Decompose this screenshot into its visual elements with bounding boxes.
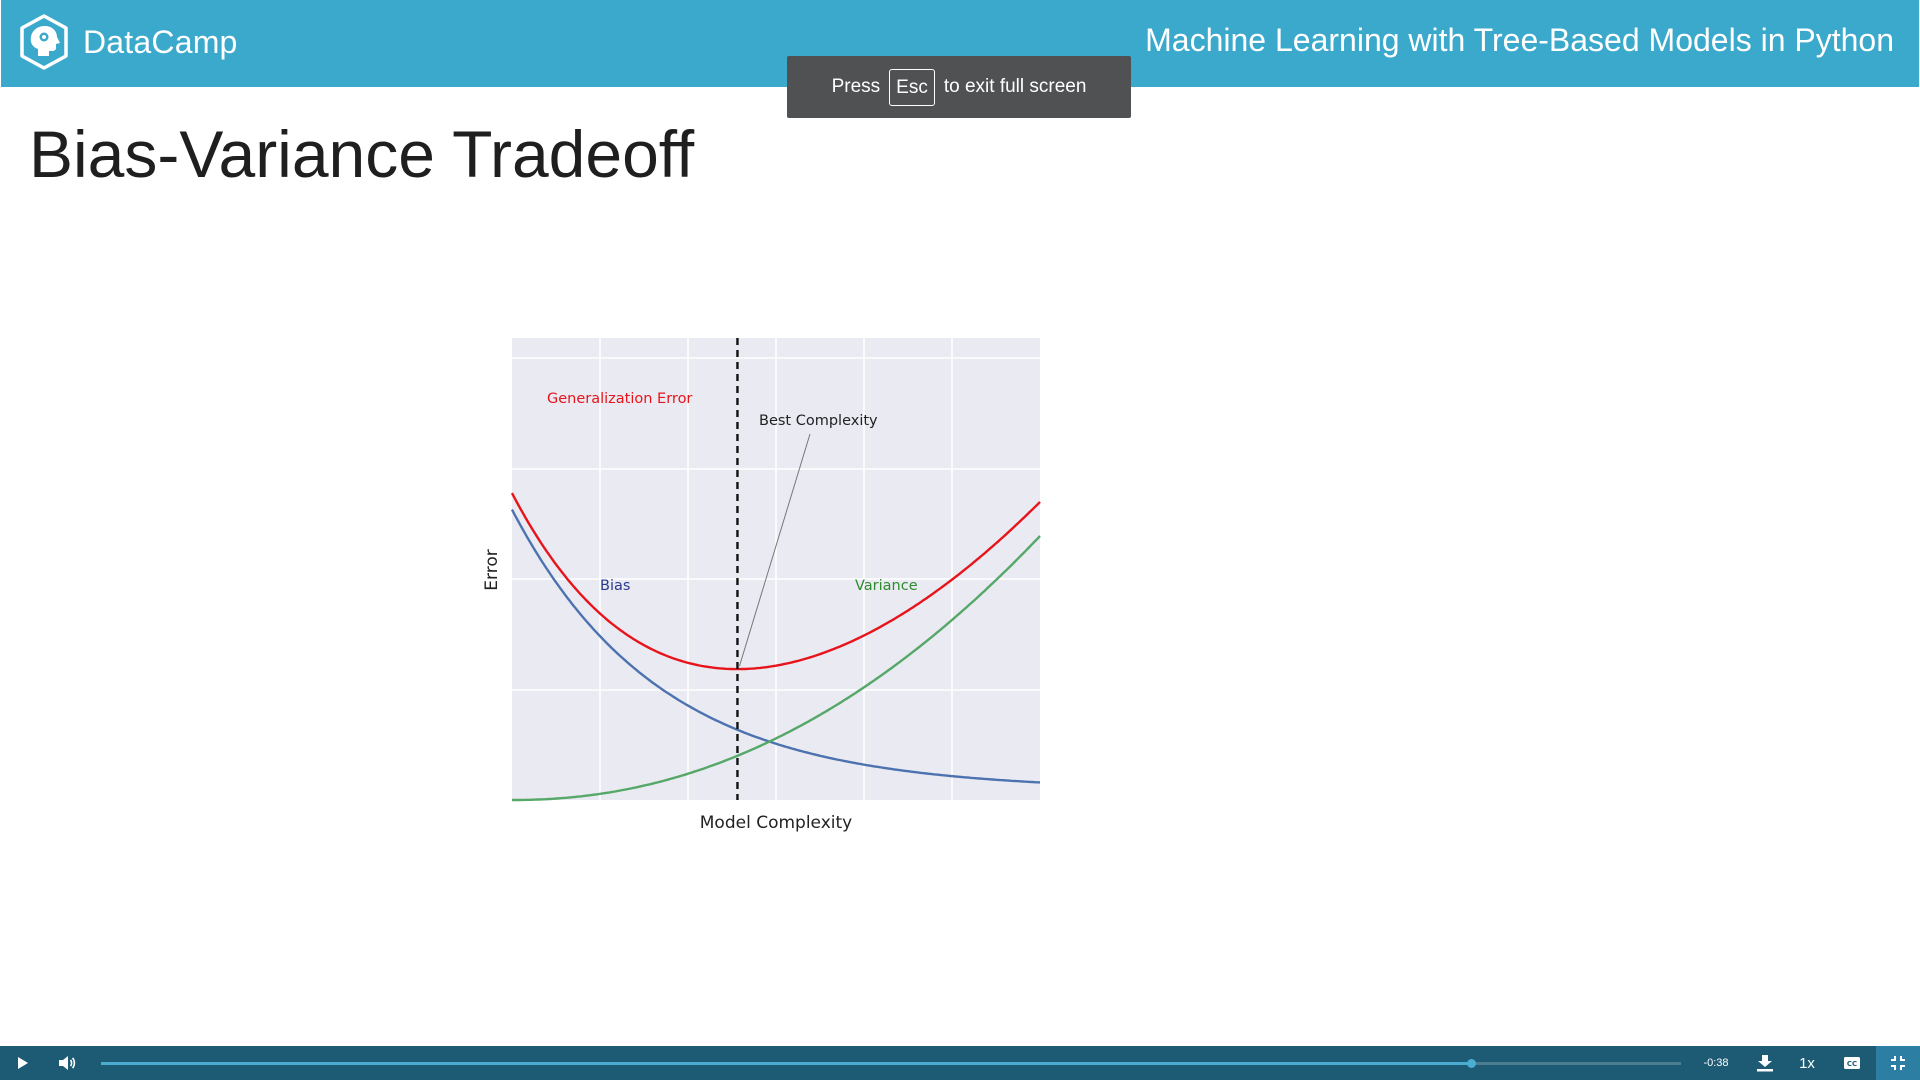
top-bar: DataCamp Machine Learning with Tree-Base… xyxy=(1,0,1919,87)
progress-handle[interactable] xyxy=(1466,1059,1476,1068)
grid-lines xyxy=(512,338,1040,800)
volume-button[interactable] xyxy=(52,1046,82,1080)
exit-fullscreen-icon xyxy=(1891,1056,1905,1070)
chart-curves xyxy=(510,492,1041,802)
svg-text:CC: CC xyxy=(1847,1060,1857,1068)
y-axis-label: Error xyxy=(482,549,502,590)
series-line-variance xyxy=(512,535,1041,802)
bias-variance-chart: Generalization Error Bias Variance Best … xyxy=(482,338,1041,833)
playback-speed-button[interactable]: 1x xyxy=(1799,1054,1815,1072)
volume-icon xyxy=(59,1056,76,1070)
datacamp-logo[interactable]: DataCamp xyxy=(19,14,238,70)
toast-prefix: Press xyxy=(831,76,881,97)
slide-title: Bias-Variance Tradeoff xyxy=(29,117,695,191)
x-axis-label: Model Complexity xyxy=(700,813,852,833)
esc-key-badge: Esc xyxy=(889,68,935,106)
captions-icon: CC xyxy=(1844,1057,1860,1069)
play-button[interactable] xyxy=(8,1046,38,1080)
annotation-best-complexity: Best Complexity xyxy=(759,413,878,429)
captions-button[interactable]: CC xyxy=(1837,1046,1867,1080)
series-label-bias: Bias xyxy=(600,578,630,594)
course-title: Machine Learning with Tree-Based Models … xyxy=(1145,22,1894,58)
exit-fullscreen-toast: Press Esc to exit full screen xyxy=(787,56,1131,118)
progress-bar[interactable] xyxy=(101,1059,1681,1068)
time-remaining: -0:38 xyxy=(1703,1057,1729,1069)
video-controls: -0:38 1x CC xyxy=(0,1046,1920,1080)
exit-fullscreen-button[interactable] xyxy=(1876,1046,1920,1080)
download-icon xyxy=(1757,1055,1773,1072)
progress-fill xyxy=(101,1062,1471,1065)
series-line-generalization-error xyxy=(510,492,1041,671)
toast-suffix: to exit full screen xyxy=(943,76,1087,97)
series-label-generalization-error: Generalization Error xyxy=(547,391,692,407)
best-complexity-arrow xyxy=(738,433,811,667)
brand-name: DataCamp xyxy=(83,23,238,60)
play-icon xyxy=(18,1057,28,1069)
series-label-variance: Variance xyxy=(855,578,918,594)
download-button[interactable] xyxy=(1750,1046,1780,1080)
datacamp-logo-icon xyxy=(20,14,68,70)
series-line-bias xyxy=(510,509,1041,784)
